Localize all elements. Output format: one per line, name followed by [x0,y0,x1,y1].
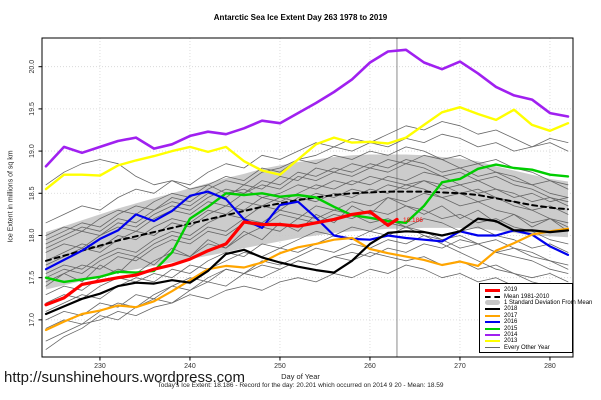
legend-label: Mean 1981-2010 [504,293,550,300]
site-url: http://sunshinehours.wordpress.com [4,369,245,386]
legend-swatch [485,295,500,298]
series-line-2013 [44,105,570,191]
y-tick-label: 18.5 [29,186,36,200]
legend-swatch [485,321,500,324]
legend-swatch [485,300,500,306]
x-tick-label: 260 [364,363,376,370]
legend-item-2017: 2017 [485,313,572,319]
legend-item-every-other-year: Every Other Year [485,345,572,351]
legend-item-1-standard-deviation-from-mean: 1 Standard Deviation From Mean [485,300,592,306]
chart-title: Antarctic Sea Ice Extent Day 263 1978 to… [213,13,388,22]
every-other-year-line [45,133,569,241]
series-line-2018 [44,217,570,316]
legend-item-2019: 2019 [485,287,572,293]
legend-label: 1 Standard Deviation From Mean [504,299,593,306]
series-line-2014 [44,48,570,168]
legend-label: 2019 [504,287,518,294]
legend-box: 2019 Mean 1981-2010 1 Standard Deviation F… [479,283,592,353]
series-line-2017 [44,227,570,332]
legend-swatch [485,340,500,343]
x-tick-label: 280 [544,363,556,370]
every-other-year-line [45,146,569,236]
legend-item-2018: 2018 [485,306,572,312]
x-tick-label: 250 [274,363,286,370]
y-tick-label: 18.0 [29,229,36,243]
legend-swatch [485,347,500,349]
legend-label: 2017 [504,312,518,319]
every-other-year-line [45,192,569,283]
plot-border [41,37,574,358]
x-tick-label: 230 [94,363,106,370]
every-other-year-line [45,171,569,266]
y-axis-label: Ice Extent in millions of sq km [7,150,15,243]
x-tick-label: 270 [454,363,466,370]
every-other-year-line [45,163,569,253]
y-tick-label: 19.5 [29,102,36,116]
series-line-2015 [44,163,570,284]
legend-label: 2015 [504,325,518,332]
every-other-year-line [45,159,569,203]
x-axis-label: Day of Year [281,372,320,381]
series-line-2019 [44,210,399,307]
every-other-year-line [45,159,569,249]
legend-item-2013: 2013 [485,338,572,344]
series-line-mean-1981-2010 [45,190,569,262]
every-other-year-line [45,218,569,312]
every-other-year-line [45,184,569,274]
stats-caption: Today's Ice Extent: 18.186 - Record for … [157,382,444,389]
every-other-year-line [45,121,569,224]
every-other-year-line [45,197,569,287]
legend-label: 2016 [504,319,518,326]
y-tick-label: 19.0 [29,144,36,158]
legend-label: 2014 [504,331,518,338]
y-tick-label: 17.5 [29,271,36,285]
legend-label: Every Other Year [504,344,550,351]
legend-item-2016: 2016 [485,319,572,325]
legend-item-2015: 2015 [485,325,572,332]
legend-swatch [485,288,500,292]
legend-swatch [485,333,500,336]
today-extent-label: 18.186 [403,217,423,224]
legend-swatch [485,314,500,317]
every-other-year-line [45,264,569,342]
legend-label: 2018 [504,306,518,313]
series-line-2016 [44,190,570,271]
every-other-year-line [45,239,569,350]
legend-label: 2013 [504,338,518,345]
x-tick-label: 240 [184,363,196,370]
legend-item-2014: 2014 [485,332,572,338]
y-tick-label: 20.0 [29,60,36,74]
legend-swatch [485,327,500,330]
every-other-year-line [45,180,569,262]
legend-swatch [485,308,500,311]
every-other-year-line [45,226,569,304]
y-tick-label: 17.0 [29,313,36,327]
legend-item-mean-1981-2010: Mean 1981-2010 [485,293,572,300]
